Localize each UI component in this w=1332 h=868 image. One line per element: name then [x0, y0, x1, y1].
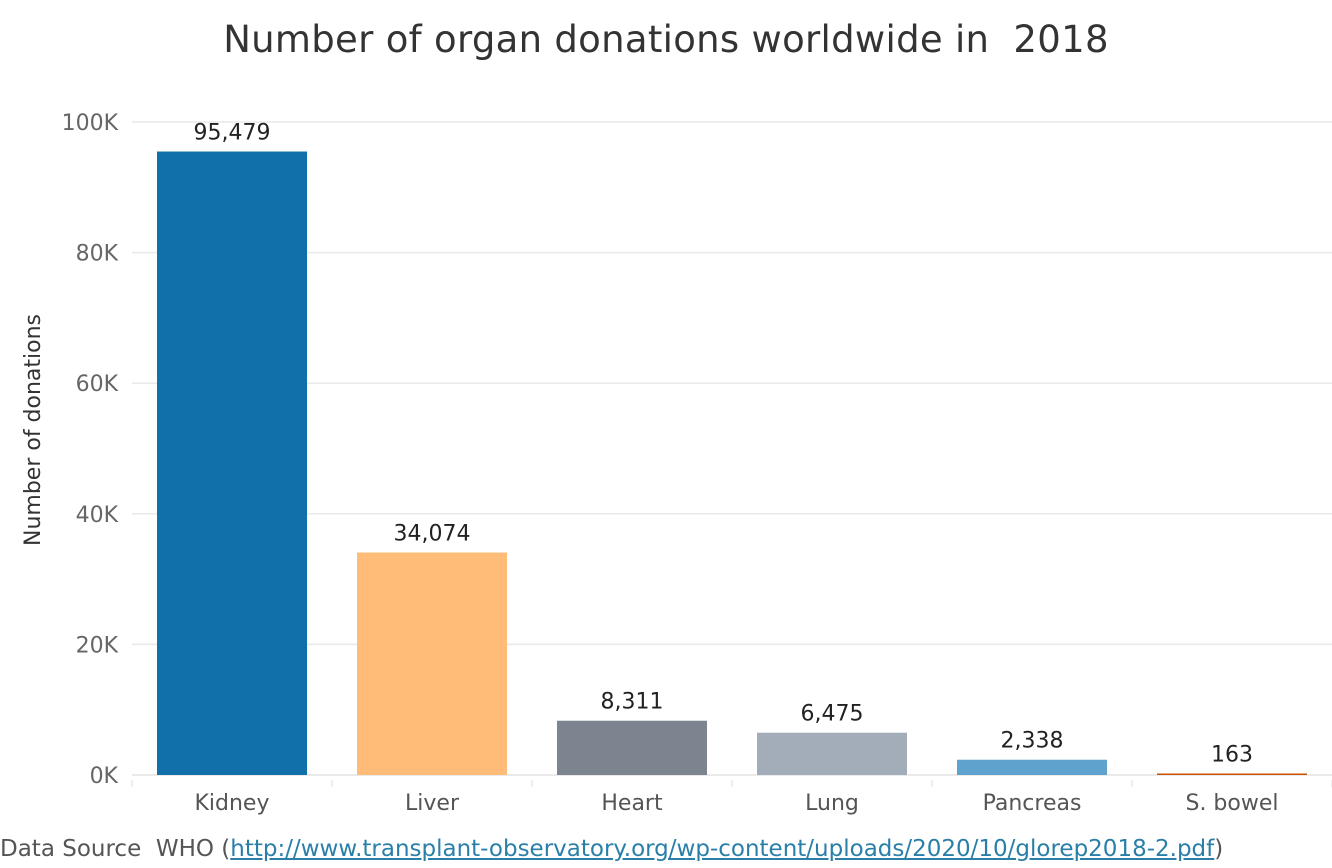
bar-pancreas	[957, 759, 1107, 775]
x-tick-label: Pancreas	[983, 791, 1082, 816]
bar-kidney	[157, 151, 307, 776]
bar-lung	[757, 732, 907, 775]
x-tick-label: Kidney	[194, 791, 269, 816]
x-tick-label: S. bowel	[1185, 791, 1278, 816]
gridlines	[131, 121, 1332, 787]
data-label: 8,311	[601, 690, 664, 715]
x-tick-label: Lung	[805, 791, 859, 816]
data-label: 6,475	[801, 702, 864, 727]
x-tick-label: Heart	[601, 791, 663, 816]
y-tick-label: 40K	[76, 503, 119, 528]
x-axis-ticks: Kidney Liver Heart Lung Pancreas S. bowel	[194, 791, 1278, 816]
bar-liver	[357, 552, 507, 775]
bars: 95,479 34,074 8,311 6,475 2,338 163	[157, 121, 1307, 776]
y-tick-label: 60K	[76, 372, 119, 397]
y-tick-label: 0K	[90, 764, 119, 789]
bar-chart: 0K 20K 40K 60K 80K 100K 95,479 34,074 8,311 6,47…	[21, 111, 1332, 816]
source-suffix: )	[1214, 836, 1224, 862]
source-link[interactable]: http://www.transplant-observatory.org/wp…	[230, 836, 1215, 862]
y-tick-label: 100K	[62, 111, 119, 136]
bar-s-bowel	[1157, 773, 1307, 775]
data-label: 2,338	[1001, 729, 1064, 754]
bar-heart	[557, 720, 707, 775]
y-tick-label: 20K	[76, 633, 119, 658]
chart-title: Number of organ donations worldwide in 2…	[223, 18, 1109, 61]
y-axis-label: Number of donations	[21, 314, 46, 546]
data-label: 163	[1211, 743, 1253, 768]
y-tick-label: 80K	[76, 242, 119, 267]
y-axis-ticks: 0K 20K 40K 60K 80K 100K	[62, 111, 119, 789]
x-tick-label: Liver	[405, 791, 460, 816]
data-label: 34,074	[394, 521, 471, 546]
data-source-note: Data Source WHO (http://www.transplant-o…	[0, 836, 1223, 862]
source-prefix: Data Source WHO (	[0, 836, 231, 862]
data-label: 95,479	[194, 121, 271, 146]
